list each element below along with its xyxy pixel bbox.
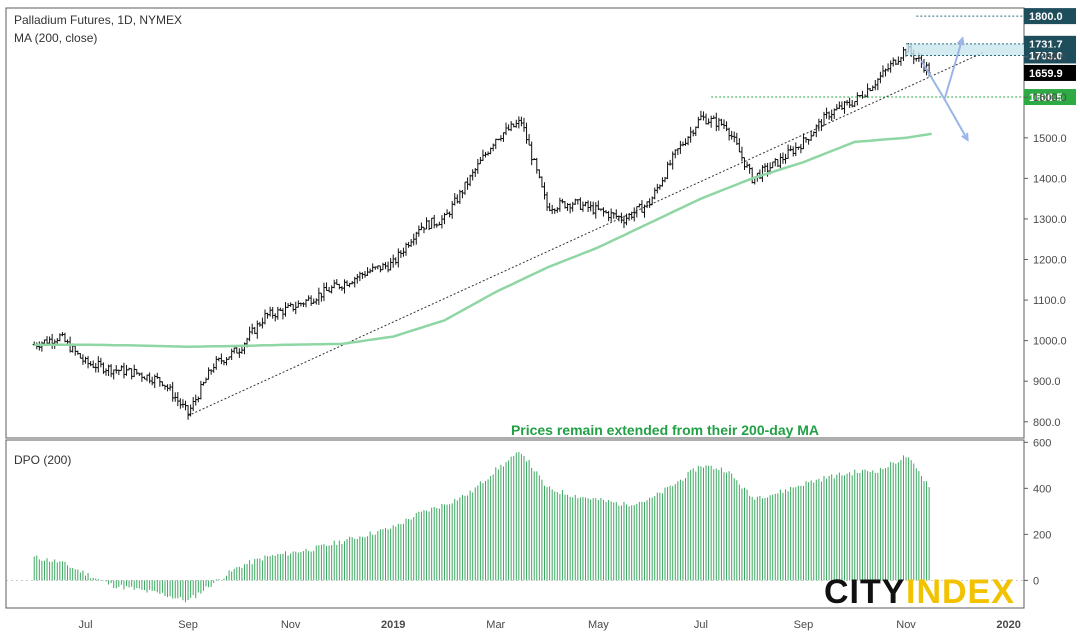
price-tick-label: 1700.0 <box>1033 52 1067 64</box>
price-tick-label: 900.0 <box>1033 376 1061 388</box>
chart-title: Palladium Futures, 1D, NYMEX <box>14 13 182 27</box>
price-tick-label: 1100.0 <box>1033 295 1066 307</box>
price-label-box: 1800.0 <box>1024 8 1076 25</box>
indicator-label: MA (200, close) <box>14 31 97 45</box>
arrow-down-leg <box>920 60 946 100</box>
price-label-text: 1659.9 <box>1029 68 1063 80</box>
price-tick-label: 1200.0 <box>1033 255 1067 267</box>
arrow-up <box>943 38 964 100</box>
time-tick-label: 2020 <box>996 619 1020 631</box>
resistance-zone <box>906 43 1024 56</box>
arrow-up-head <box>957 36 965 46</box>
price-tick-label: 1500.0 <box>1033 133 1067 145</box>
time-tick-label: 2019 <box>381 619 405 631</box>
city-index-logo: CITY INDEX <box>824 573 1015 611</box>
price-label-box: 1659.9 <box>1024 64 1076 81</box>
dpo-tick-label: 400 <box>1033 483 1051 495</box>
time-tick-label: Sep <box>178 619 198 631</box>
price-label-text: 1800.0 <box>1029 11 1063 23</box>
dpo-tick-label: 0 <box>1033 575 1039 587</box>
arrow-down-head <box>961 132 969 142</box>
ma-200-line <box>34 132 932 348</box>
time-tick-label: Sep <box>794 619 814 631</box>
price-tick-label: 800.0 <box>1033 417 1061 429</box>
trendline <box>187 52 984 417</box>
annotation-text: Prices remain extended from their 200-da… <box>511 422 819 438</box>
time-tick-label: Nov <box>896 619 916 631</box>
dpo-pane-frame <box>5 439 1025 609</box>
dpo-tick-label: 200 <box>1033 529 1051 541</box>
price-tick-label: 1300.0 <box>1033 214 1067 226</box>
price-tick-label: 1400.0 <box>1033 173 1067 185</box>
time-tick-label: Jul <box>78 619 92 631</box>
dpo-label: DPO (200) <box>14 453 71 467</box>
price-tick-label: 1000.0 <box>1033 336 1067 348</box>
price-tick-label: 1600.0 <box>1033 92 1067 104</box>
price-label-box: 1600.5 <box>1024 89 1076 106</box>
logo-part-city: CITY <box>824 573 905 611</box>
price-label-text: 1703.0 <box>1029 50 1063 62</box>
price-label-text: 1600.5 <box>1029 92 1063 104</box>
time-tick-label: Nov <box>281 619 301 631</box>
time-tick-label: May <box>588 619 609 631</box>
dpo-tick-label: 600 <box>1033 437 1051 449</box>
arrow-down <box>943 98 969 141</box>
price-pane-frame <box>5 7 1025 439</box>
time-tick-label: Jul <box>694 619 708 631</box>
price-label-box: 1703.0 <box>1024 47 1076 64</box>
time-tick-label: Mar <box>486 619 505 631</box>
logo-part-index: INDEX <box>906 573 1015 611</box>
